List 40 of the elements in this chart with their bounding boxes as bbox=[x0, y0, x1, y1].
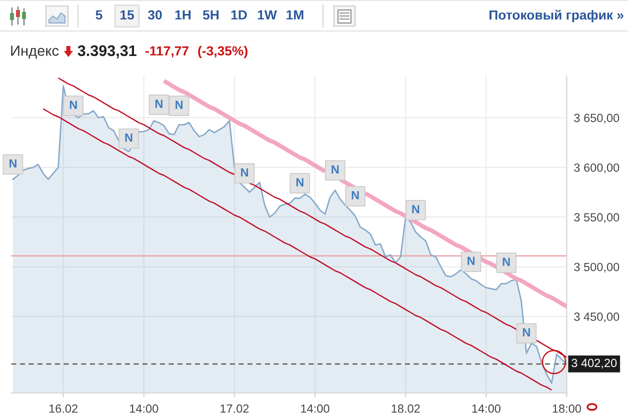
x-tick-label: 18:00 bbox=[552, 404, 582, 413]
data-label: N bbox=[9, 159, 16, 168]
data-label: N bbox=[296, 178, 304, 186]
y-tick-label: 3 650,00 bbox=[574, 114, 620, 124]
text: 30 bbox=[148, 10, 162, 20]
y-tick-label: 3 450,00 bbox=[574, 312, 620, 322]
data-label: N bbox=[125, 134, 132, 142]
x-tick-label: 14:00 bbox=[472, 404, 500, 413]
y-tick-label: 3 600,00 bbox=[574, 163, 620, 174]
text: 1H bbox=[175, 10, 191, 20]
text: -117,77 bbox=[146, 46, 188, 58]
line-series bbox=[42, 108, 552, 391]
text: 1M bbox=[286, 10, 304, 20]
x-tick-label: 14:00 bbox=[130, 404, 158, 413]
text: 5 bbox=[96, 10, 102, 20]
data-label: N bbox=[332, 165, 339, 174]
x-tick-label: 18.02 bbox=[392, 404, 420, 413]
text: 1D bbox=[231, 10, 247, 20]
data-label: N bbox=[522, 328, 530, 336]
data-label: N bbox=[70, 100, 77, 109]
data-label: N bbox=[241, 168, 248, 176]
data-label: N bbox=[176, 100, 183, 109]
chart-title: Индекс bbox=[11, 46, 59, 59]
text: (-3,35%) bbox=[198, 46, 248, 58]
data-label: N bbox=[502, 258, 510, 266]
text: 3.393,31 bbox=[78, 45, 136, 58]
x-tick-label: 16.02 bbox=[49, 404, 78, 413]
data-label: N bbox=[412, 205, 420, 214]
ref-line-label: 3 402,20 bbox=[572, 358, 617, 369]
y-tick-label: 3 550,00 bbox=[574, 213, 620, 223]
x-tick-label: 14:00 bbox=[301, 404, 330, 413]
x-tick-label: 17.02 bbox=[220, 404, 249, 413]
y-tick-label: 3 500,00 bbox=[574, 262, 620, 273]
text: 5H bbox=[202, 10, 219, 20]
text: Потоковый график » bbox=[490, 10, 624, 22]
text: 15 bbox=[120, 10, 134, 20]
data-label: N bbox=[155, 100, 162, 108]
data-label: N bbox=[468, 256, 475, 265]
text: 1W bbox=[258, 10, 277, 20]
data-label: N bbox=[352, 191, 359, 200]
